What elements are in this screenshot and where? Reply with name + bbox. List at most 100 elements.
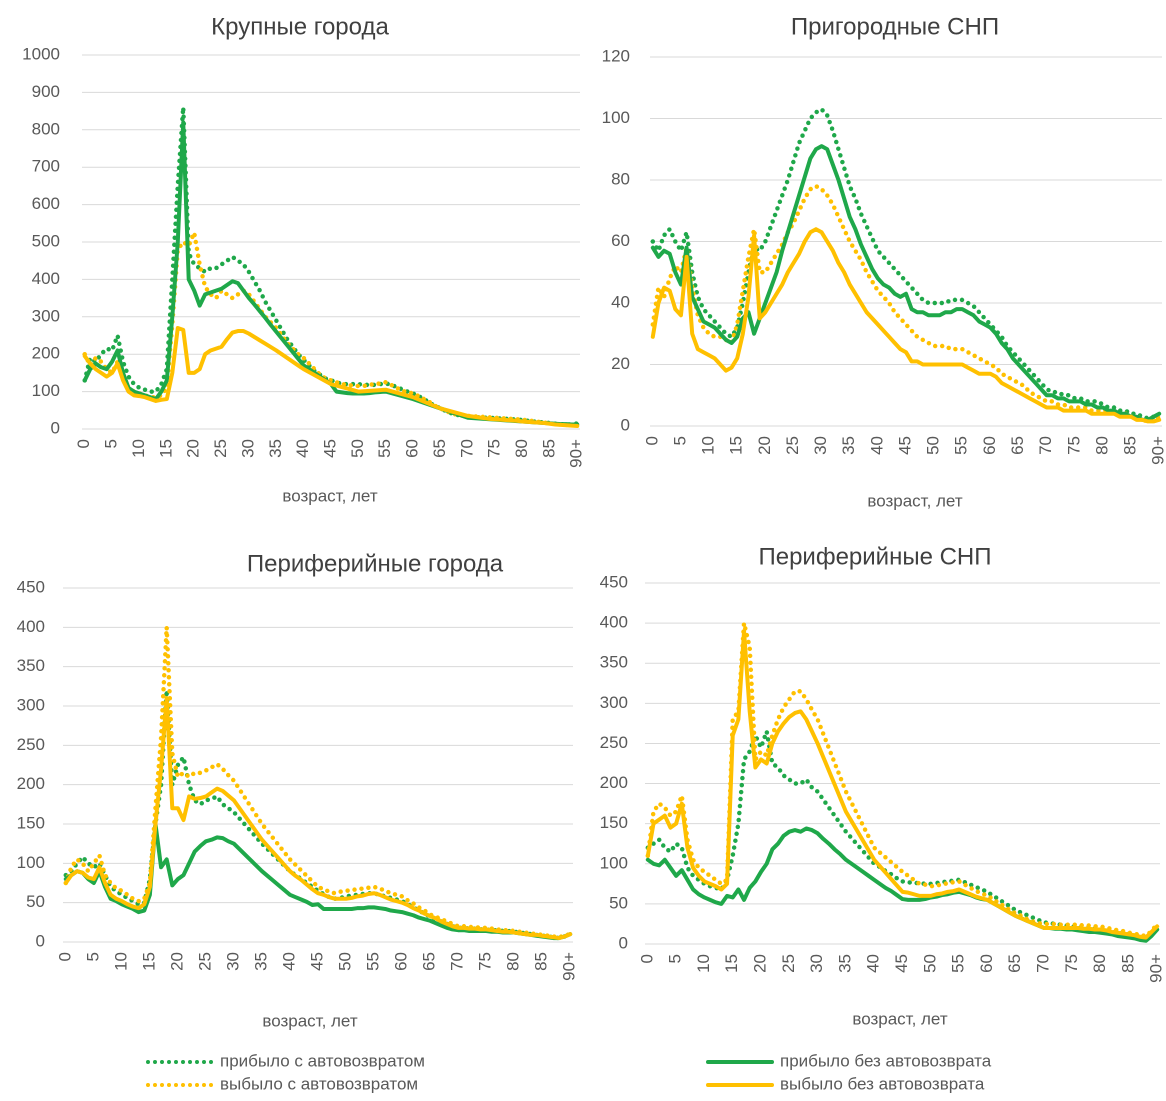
chart-title: Пригородные СНП <box>791 13 999 40</box>
x-tick-label: 85 <box>1121 436 1140 455</box>
y-tick-label: 0 <box>621 415 630 434</box>
series-line <box>650 107 1162 421</box>
y-tick-label: 250 <box>17 735 45 754</box>
y-tick-label: 1000 <box>22 44 60 63</box>
y-tick-label: 120 <box>602 46 630 65</box>
x-tick-label: 55 <box>952 436 971 455</box>
y-tick-label: 900 <box>32 82 60 101</box>
chart-title: Периферийные города <box>247 550 504 577</box>
y-tick-label: 200 <box>17 774 45 793</box>
y-tick-label: 40 <box>611 292 630 311</box>
y-tick-label: 100 <box>600 853 628 872</box>
x-tick-label: 50 <box>336 952 355 971</box>
x-tick-label: 5 <box>670 436 689 445</box>
x-tick-label: 25 <box>783 436 802 455</box>
y-tick-label: 250 <box>600 733 628 752</box>
x-tick-label: 20 <box>751 954 770 973</box>
y-tick-label: 450 <box>17 577 45 596</box>
y-tick-label: 200 <box>32 344 60 363</box>
x-tick-label: 30 <box>238 439 257 458</box>
series-line <box>650 227 1162 424</box>
x-tick-label: 10 <box>699 436 718 455</box>
x-tick-label: 90+ <box>1147 954 1166 983</box>
y-tick-label: 350 <box>600 653 628 672</box>
x-tick-label: 60 <box>403 439 422 458</box>
x-tick-label: 20 <box>167 952 186 971</box>
x-tick-label: 65 <box>430 439 449 458</box>
x-tick-label: 50 <box>924 436 943 455</box>
series-line <box>645 620 1160 939</box>
y-tick-label: 700 <box>32 157 60 176</box>
x-tick-label: 45 <box>892 954 911 973</box>
x-tick-label: 15 <box>722 954 741 973</box>
x-tick-label: 70 <box>457 439 476 458</box>
x-tick-label: 80 <box>1090 954 1109 973</box>
x-axis-label: возраст, лет <box>262 1011 357 1030</box>
x-tick-label: 25 <box>195 952 214 971</box>
x-tick-label: 90+ <box>560 952 579 981</box>
x-tick-label: 60 <box>977 954 996 973</box>
series-line <box>650 144 1162 422</box>
x-tick-label: 75 <box>485 439 504 458</box>
x-tick-label: 70 <box>448 952 467 971</box>
x-tick-label: 65 <box>1005 954 1024 973</box>
x-tick-label: 65 <box>420 952 439 971</box>
y-tick-label: 150 <box>17 813 45 832</box>
x-tick-label: 80 <box>504 952 523 971</box>
y-tick-label: 300 <box>17 695 45 714</box>
x-tick-label: 90+ <box>567 439 586 468</box>
x-tick-label: 85 <box>532 952 551 971</box>
legend-label: прибыло с автовозвратом <box>220 1051 425 1070</box>
x-tick-label: 75 <box>1064 436 1083 455</box>
x-axis-label: возраст, лет <box>867 491 962 510</box>
x-tick-label: 35 <box>251 952 270 971</box>
y-tick-label: 50 <box>26 892 45 911</box>
x-tick-label: 30 <box>811 436 830 455</box>
x-tick-label: 75 <box>476 952 495 971</box>
y-tick-label: 200 <box>600 773 628 792</box>
x-tick-label: 30 <box>807 954 826 973</box>
x-tick-label: 75 <box>1062 954 1081 973</box>
series-line <box>63 822 573 941</box>
y-tick-label: 400 <box>32 269 60 288</box>
x-tick-label: 20 <box>755 436 774 455</box>
y-tick-label: 20 <box>611 354 630 373</box>
y-tick-label: 100 <box>17 853 45 872</box>
x-tick-label: 35 <box>839 436 858 455</box>
y-tick-label: 80 <box>611 169 630 188</box>
y-tick-label: 60 <box>611 231 630 250</box>
x-tick-label: 65 <box>1008 436 1027 455</box>
x-tick-label: 20 <box>184 439 203 458</box>
y-tick-label: 300 <box>32 306 60 325</box>
y-tick-label: 400 <box>17 617 45 636</box>
series-line <box>82 105 580 427</box>
x-tick-label: 40 <box>867 436 886 455</box>
y-tick-label: 600 <box>32 194 60 213</box>
x-tick-label: 25 <box>211 439 230 458</box>
x-tick-label: 45 <box>307 952 326 971</box>
series-line <box>82 326 580 429</box>
x-tick-label: 10 <box>129 439 148 458</box>
x-tick-label: 0 <box>74 439 93 448</box>
x-tick-label: 55 <box>364 952 383 971</box>
x-tick-label: 60 <box>980 436 999 455</box>
x-tick-label: 40 <box>864 954 883 973</box>
x-tick-label: 40 <box>279 952 298 971</box>
y-tick-label: 100 <box>32 381 60 400</box>
x-tick-label: 85 <box>539 439 558 458</box>
x-tick-label: 0 <box>55 952 74 961</box>
x-axis-label: возраст, лет <box>852 1009 947 1028</box>
y-tick-label: 50 <box>609 893 628 912</box>
chart-title: Крупные города <box>211 13 389 40</box>
x-tick-label: 30 <box>223 952 242 971</box>
y-tick-label: 350 <box>17 656 45 675</box>
series-line <box>650 183 1162 424</box>
x-tick-label: 15 <box>727 436 746 455</box>
x-tick-label: 55 <box>949 954 968 973</box>
y-tick-label: 0 <box>36 931 45 950</box>
x-tick-label: 50 <box>348 439 367 458</box>
y-tick-label: 450 <box>600 572 628 591</box>
x-tick-label: 60 <box>392 952 411 971</box>
